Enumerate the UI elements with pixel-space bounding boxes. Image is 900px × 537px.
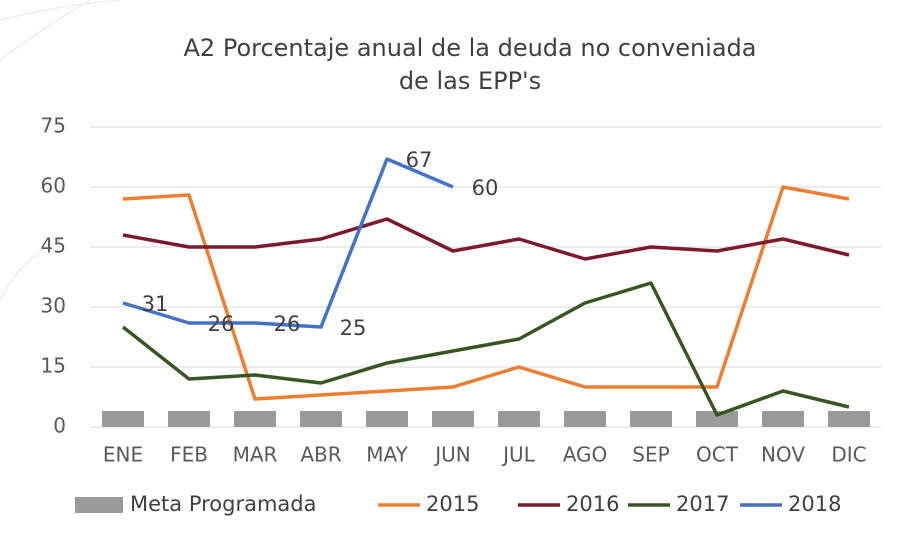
x-tick-label: ENE bbox=[103, 443, 143, 467]
bar bbox=[102, 411, 144, 427]
x-tick-label: NOV bbox=[761, 443, 805, 467]
y-tick-label: 30 bbox=[41, 294, 66, 318]
bar bbox=[828, 411, 870, 427]
grid: 0 15 30 45 60 75 ENE FEB MAR ABR MAY JUN JUL AGO SEP OC… bbox=[41, 114, 882, 467]
data-label: 67 bbox=[406, 148, 433, 172]
x-tick-label: ABR bbox=[300, 443, 341, 467]
bar bbox=[300, 411, 342, 427]
x-tick-label: MAR bbox=[233, 443, 278, 467]
bar bbox=[498, 411, 540, 427]
legend-label: 2015 bbox=[426, 492, 479, 516]
x-tick-label: FEB bbox=[170, 443, 208, 467]
x-tick-label: JUL bbox=[501, 443, 536, 467]
data-label: 60 bbox=[472, 176, 499, 200]
x-tick-label: DIC bbox=[831, 443, 866, 467]
y-tick-label: 0 bbox=[53, 414, 66, 438]
bar bbox=[762, 411, 804, 427]
bar bbox=[432, 411, 474, 427]
decor bbox=[0, 0, 121, 301]
data-label: 25 bbox=[340, 316, 367, 340]
x-tick-label: AGO bbox=[563, 443, 608, 467]
legend-label: 2016 bbox=[566, 492, 619, 516]
legend: Meta Programada 2015 2016 2017 2018 bbox=[75, 492, 841, 516]
bar bbox=[366, 411, 408, 427]
x-tick-label: OCT bbox=[696, 443, 739, 467]
bar bbox=[564, 411, 606, 427]
chart-title: de las EPP's bbox=[399, 67, 541, 95]
bar bbox=[630, 411, 672, 427]
y-tick-label: 45 bbox=[41, 234, 66, 258]
chart-title: A2 Porcentaje anual de la deuda no conve… bbox=[184, 34, 757, 62]
line bbox=[122, 157, 454, 329]
x-tick-label: JUN bbox=[433, 443, 471, 467]
legend-swatch bbox=[75, 497, 123, 513]
data-label: 26 bbox=[208, 312, 235, 336]
line bbox=[122, 217, 850, 261]
data-label: 31 bbox=[142, 292, 169, 316]
legend-label: Meta Programada bbox=[130, 492, 317, 516]
line bbox=[122, 185, 850, 401]
y-tick-label: 75 bbox=[41, 114, 66, 138]
legend-label: 2018 bbox=[788, 492, 841, 516]
x-tick-label: SEP bbox=[632, 443, 669, 467]
x-tick-label: MAY bbox=[366, 443, 408, 467]
y-tick-label: 15 bbox=[41, 354, 66, 378]
bar bbox=[168, 411, 210, 427]
bar bbox=[696, 411, 738, 427]
y-tick-label: 60 bbox=[41, 174, 66, 198]
legend-label: 2017 bbox=[676, 492, 729, 516]
line bbox=[121, 281, 850, 417]
bar bbox=[234, 411, 276, 427]
data-label: 26 bbox=[274, 312, 301, 336]
marks: 31 26 26 25 67 60 bbox=[102, 148, 870, 427]
